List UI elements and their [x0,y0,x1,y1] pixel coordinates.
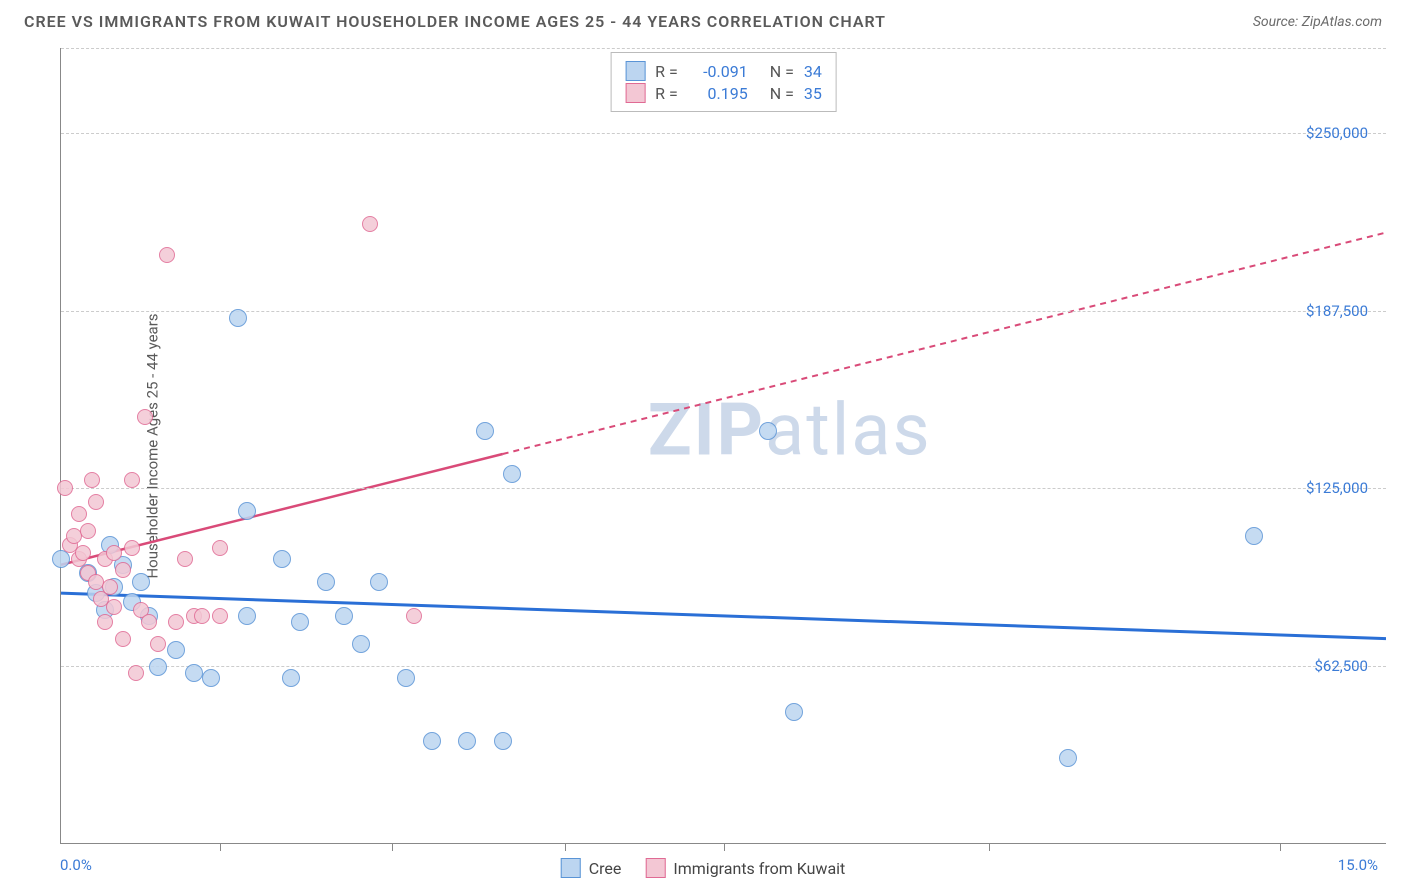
data-point [229,309,247,327]
y-tick-label: $250,000 [1306,124,1368,142]
data-point [785,703,803,721]
series-legend: Cree Immigrants from Kuwait [561,858,846,878]
data-point [370,573,388,591]
legend-swatch [625,61,645,81]
legend-swatch [645,858,665,878]
gridline [61,666,1386,667]
legend-item: Cree [561,858,622,878]
gridline [61,311,1386,312]
data-point [352,635,370,653]
legend-label: Immigrants from Kuwait [673,859,845,878]
data-point [476,422,494,440]
data-point [317,573,335,591]
data-point [132,573,150,591]
x-tick [565,843,566,851]
legend-stat-row: R =0.195N =35 [625,83,822,103]
correlation-legend: R =-0.091N =34R =0.195N =35 [610,52,837,112]
data-point [167,641,185,659]
data-point [71,506,87,522]
data-point [137,409,153,425]
data-point [494,732,512,750]
y-tick-label: $125,000 [1306,479,1368,497]
data-point [503,465,521,483]
data-point [406,608,422,624]
data-point [282,669,300,687]
data-point [141,614,157,630]
data-point [75,545,91,561]
data-point [159,247,175,263]
data-point [106,599,122,615]
legend-item: Immigrants from Kuwait [645,858,845,878]
data-point [458,732,476,750]
data-point [106,545,122,561]
data-point [115,562,131,578]
data-point [335,607,353,625]
data-point [194,608,210,624]
data-point [97,614,113,630]
data-point [423,732,441,750]
data-point [149,658,167,676]
data-point [185,664,203,682]
y-tick-label: $187,500 [1306,302,1368,320]
x-tick [220,843,221,851]
data-point [212,540,228,556]
data-point [273,550,291,568]
data-point [238,502,256,520]
x-axis-min-label: 0.0% [60,856,92,874]
data-point [202,669,220,687]
source-attribution: Source: ZipAtlas.com [1253,14,1382,30]
x-tick [724,843,725,851]
data-point [397,669,415,687]
gridline [61,133,1386,134]
data-point [80,523,96,539]
data-point [124,540,140,556]
legend-swatch [561,858,581,878]
data-point [362,216,378,232]
trendlines [61,48,1386,843]
x-tick [392,843,393,851]
data-point [168,614,184,630]
data-point [57,480,73,496]
data-point [177,551,193,567]
data-point [102,579,118,595]
scatter-chart: ZIPatlas R =-0.091N =34R =0.195N =35 $62… [60,48,1386,844]
data-point [115,631,131,647]
data-point [759,422,777,440]
legend-stat-row: R =-0.091N =34 [625,61,822,81]
data-point [291,613,309,631]
x-tick [989,843,990,851]
gridline [61,48,1386,49]
legend-swatch [625,83,645,103]
data-point [212,608,228,624]
x-axis-max-label: 15.0% [1338,856,1378,874]
data-point [52,550,70,568]
data-point [84,472,100,488]
chart-title: CREE VS IMMIGRANTS FROM KUWAIT HOUSEHOLD… [24,12,886,31]
watermark: ZIPatlas [648,387,932,472]
y-tick-label: $62,500 [1314,657,1368,675]
data-point [150,636,166,652]
data-point [238,607,256,625]
data-point [1245,527,1263,545]
header: CREE VS IMMIGRANTS FROM KUWAIT HOUSEHOLD… [0,0,1406,39]
data-point [88,494,104,510]
legend-label: Cree [589,859,622,878]
data-point [1059,749,1077,767]
data-point [128,665,144,681]
gridline [61,488,1386,489]
x-tick [1280,843,1281,851]
data-point [124,472,140,488]
